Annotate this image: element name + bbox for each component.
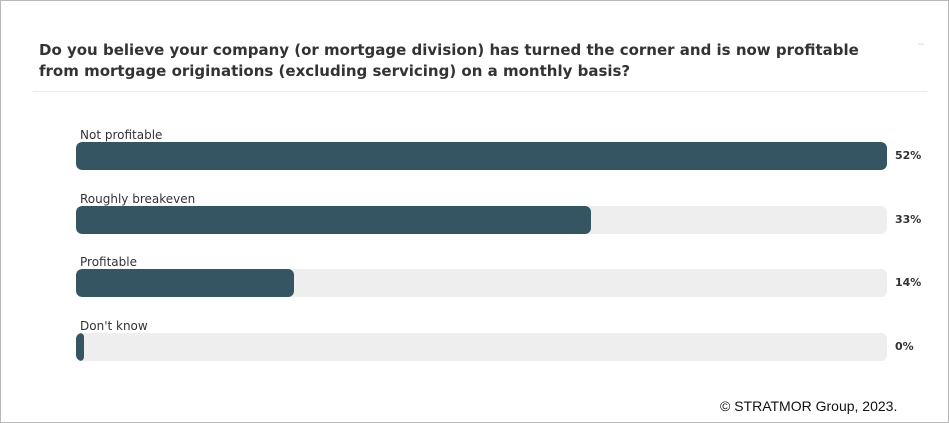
bar-category-label: Profitable — [80, 255, 137, 269]
bar-fill — [76, 269, 295, 297]
bar-fill — [76, 333, 84, 361]
bar-track — [76, 206, 887, 234]
divider — [33, 91, 927, 92]
bar-row: Not profitable 52% — [76, 128, 936, 184]
bar-value-label: 52% — [895, 149, 922, 162]
bar-fill — [76, 142, 887, 170]
bar-category-label: Roughly breakeven — [80, 192, 196, 206]
bar-track — [76, 333, 887, 361]
bar-value-label: 33% — [895, 213, 922, 226]
bar-fill — [76, 206, 591, 234]
bar-track — [76, 142, 887, 170]
bar-value-label: 0% — [895, 340, 914, 353]
bar-track — [76, 269, 887, 297]
bar-row: Profitable 14% — [76, 255, 936, 311]
bar-category-label: Don't know — [80, 319, 148, 333]
bar-row: Roughly breakeven 33% — [76, 192, 936, 248]
menu-dash-icon: – — [918, 38, 925, 50]
bar-row: Don't know 0% — [76, 319, 936, 375]
bar-category-label: Not profitable — [80, 128, 163, 142]
bar-value-label: 14% — [895, 276, 922, 289]
copyright-notice: © STRATMOR Group, 2023. — [720, 398, 898, 414]
poll-question: Do you believe your company (or mortgage… — [39, 41, 859, 80]
